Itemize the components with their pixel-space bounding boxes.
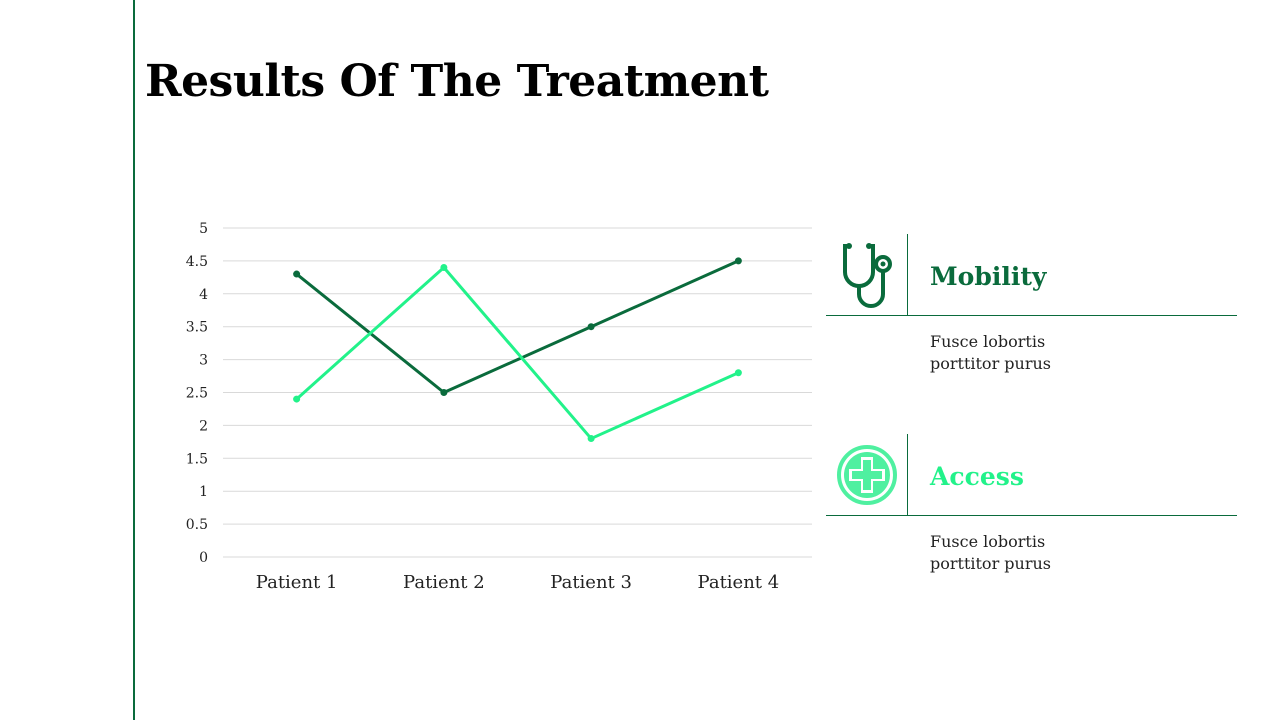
y-tick-label: 0.5 (186, 517, 208, 533)
y-tick-label: 5 (199, 221, 208, 237)
panel-divider-vertical (907, 434, 908, 516)
y-tick-label: 4 (199, 287, 208, 303)
series-line (295, 265, 739, 441)
panel-description: Fusce lobortis porttitor purus (930, 332, 1052, 373)
panel-divider-horizontal (826, 515, 1237, 516)
chart-gridlines (223, 227, 812, 558)
y-tick-label: 3.5 (186, 320, 208, 336)
slide-title: Results Of The Treatment (145, 56, 769, 107)
x-tick-label: Patient 1 (256, 572, 338, 593)
y-tick-label: 0 (199, 550, 208, 566)
data-point (734, 257, 742, 265)
data-point (440, 263, 448, 271)
y-tick-label: 1.5 (186, 451, 208, 467)
x-tick-label: Patient 3 (550, 572, 632, 593)
data-point (440, 389, 448, 396)
panel-title: Mobility (930, 262, 1047, 291)
data-point (734, 369, 742, 377)
panel-divider-vertical (907, 234, 908, 316)
x-axis-ticks: Patient 1 Patient 2 Patient 3 Patient 4 (256, 572, 779, 593)
medical-cross-icon (826, 434, 908, 516)
panel-mobility: Mobility Fusce lobortis porttitor purus (826, 234, 1237, 374)
panel-description: Fusce lobortis porttitor purus (930, 532, 1052, 573)
y-tick-label: 2 (199, 418, 208, 434)
data-point (293, 395, 301, 403)
stethoscope-icon (826, 234, 908, 316)
accent-vertical-line (133, 0, 135, 720)
y-tick-label: 1 (199, 484, 208, 500)
chart-series (293, 257, 742, 443)
x-tick-label: Patient 4 (698, 572, 780, 593)
data-point (293, 270, 301, 278)
panel-title: Access (930, 462, 1024, 491)
x-tick-label: Patient 2 (403, 572, 485, 593)
y-tick-label: 3 (199, 353, 208, 369)
data-point (587, 435, 595, 443)
y-tick-label: 2.5 (186, 386, 208, 402)
panel-access: Access Fusce lobortis porttitor purus (826, 434, 1237, 574)
y-tick-label: 4.5 (186, 254, 208, 270)
panel-divider-horizontal (826, 315, 1237, 316)
data-point (587, 323, 595, 331)
series-2 (293, 263, 742, 443)
y-axis-ticks: 0 0.5 1 1.5 2 2.5 3 3.5 4 4.5 5 (186, 221, 208, 566)
